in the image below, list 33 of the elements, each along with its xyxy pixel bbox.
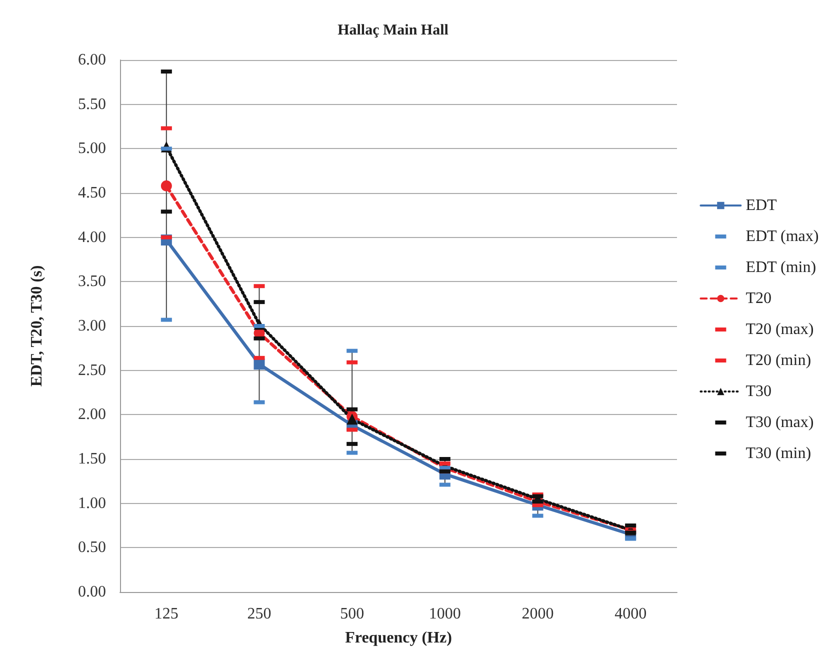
point: [160, 180, 172, 192]
x-tick-label: 1000: [428, 606, 461, 622]
y-tick-label: 3.00: [78, 318, 106, 334]
legend-label: T20 (max): [746, 321, 814, 338]
y-tick-label: 4.50: [78, 184, 106, 202]
legend-label: T30: [746, 383, 772, 400]
y-tick-label: 3.50: [78, 273, 106, 290]
legend-label: EDT (min): [746, 259, 816, 276]
legend-label: EDT: [746, 197, 778, 214]
y-tick-label: 5.50: [78, 96, 106, 113]
legend-label: T20: [746, 290, 772, 307]
y-tick-label: 6.00: [78, 52, 106, 68]
y-tick-label: 0.00: [78, 584, 106, 600]
legend-label: T30 (min): [746, 445, 812, 462]
y-tick-label: 1.50: [78, 450, 106, 468]
x-tick-label: 500: [340, 606, 364, 622]
x-tick-label: 4000: [614, 606, 647, 622]
point: [346, 414, 358, 425]
y-axis-title: EDT, T20, T30 (s): [28, 265, 46, 387]
x-tick-label: 125: [154, 606, 178, 622]
legend-label: T20 (min): [746, 352, 812, 369]
y-tick-label: 0.50: [78, 539, 106, 556]
y-tick-label: 2.50: [78, 362, 106, 379]
chart-title: Hallaç Main Hall: [338, 22, 448, 38]
x-tick-label: 250: [247, 606, 272, 622]
legend-label: EDT (max): [746, 228, 819, 245]
legend-label: T30 (max): [746, 414, 814, 431]
x-tick-label: 2000: [522, 606, 554, 622]
y-tick-label: 2.00: [78, 406, 106, 424]
y-tick-label: 4.00: [78, 228, 106, 246]
y-tick-label: 5.00: [78, 140, 106, 158]
y-tick-label: 1.00: [78, 494, 106, 512]
x-axis-title: Frequency (Hz): [345, 630, 452, 646]
